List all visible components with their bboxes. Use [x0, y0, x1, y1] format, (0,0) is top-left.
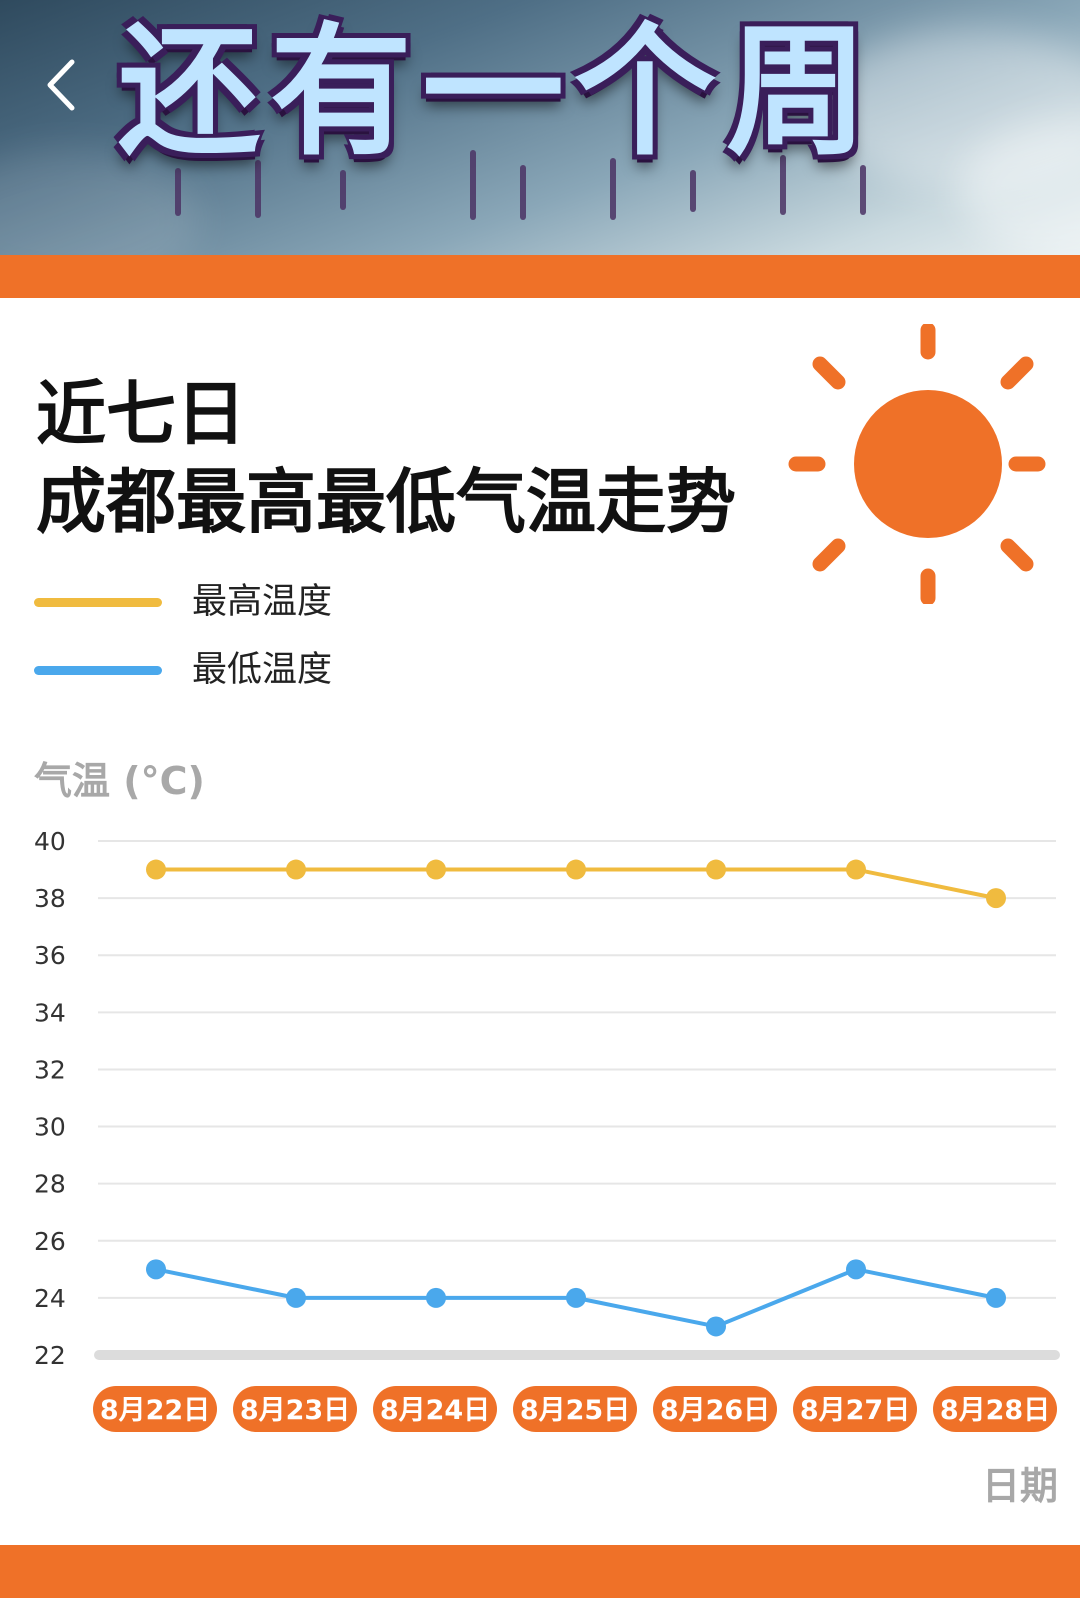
x-tick-pill — [373, 1386, 497, 1432]
y-tick-label: 40 — [34, 827, 66, 856]
x-tick-pill — [933, 1386, 1057, 1432]
data-point-high — [286, 859, 306, 880]
y-tick-label: 36 — [34, 941, 66, 970]
drip-decoration — [340, 170, 346, 210]
x-tick-pill — [513, 1386, 637, 1432]
y-tick-label: 22 — [34, 1341, 66, 1370]
x-tick-label: 8月22日 — [100, 1395, 210, 1426]
sun-icon — [788, 324, 1046, 604]
drip-decoration — [690, 170, 696, 212]
data-point-high — [846, 859, 866, 880]
drip-decoration — [610, 158, 616, 220]
series-lines — [146, 859, 1006, 1337]
drip-decoration — [780, 155, 786, 215]
orange-band-top — [0, 255, 1080, 298]
grid-lines — [94, 840, 1060, 1360]
x-tick-pill — [233, 1386, 357, 1432]
header-banner: 还有一个周 — [0, 0, 1080, 255]
x-tick-pill — [93, 1386, 217, 1432]
x-tick-pill — [653, 1386, 777, 1432]
y-tick-label: 38 — [34, 884, 66, 913]
x-tick-label: 8月28日 — [940, 1395, 1050, 1426]
y-tick-label: 32 — [34, 1055, 66, 1084]
x-tick-label: 8月24日 — [380, 1395, 490, 1426]
drip-decoration — [175, 168, 181, 216]
legend-swatch-low — [34, 666, 162, 675]
y-tick-label: 26 — [34, 1227, 66, 1256]
data-point-low — [706, 1316, 726, 1337]
x-axis-label: 日期 — [981, 1464, 1058, 1508]
drip-decoration — [470, 150, 476, 220]
x-tick-labels: 8月22日 8月23日 8月24日 8月25日 8月26日 8月27日 8月28日 — [93, 1386, 1057, 1432]
data-point-high — [706, 859, 726, 880]
drip-decoration — [255, 160, 261, 218]
x-tick-label: 8月27日 — [800, 1395, 910, 1426]
data-point-low — [426, 1287, 446, 1308]
drip-decoration — [860, 165, 866, 215]
y-tick-label: 30 — [34, 1113, 66, 1142]
data-point-high — [426, 859, 446, 880]
data-point-high — [986, 888, 1006, 909]
data-point-high — [566, 859, 586, 880]
data-point-low — [566, 1287, 586, 1308]
legend-label-low: 最低温度 — [192, 650, 333, 690]
y-tick-labels: 40 38 36 34 32 30 28 26 24 22 — [34, 827, 66, 1370]
orange-band-bottom — [0, 1545, 1080, 1598]
x-axis-baseline — [94, 1350, 1060, 1360]
line-chart: 40 38 36 34 32 30 28 26 24 22 8月22日 8月23日 8月24日 8月25… — [34, 827, 1060, 1432]
x-tick-label: 8月25日 — [520, 1395, 630, 1426]
banner-title: 还有一个周 — [118, 10, 878, 175]
data-point-high — [146, 859, 166, 880]
y-tick-label: 28 — [34, 1170, 66, 1199]
data-point-low — [146, 1259, 166, 1280]
data-point-low — [286, 1287, 306, 1308]
data-point-low — [986, 1287, 1006, 1308]
y-tick-label: 34 — [34, 998, 66, 1027]
legend-swatch-high — [34, 598, 162, 607]
page-title-line1: 近七日 — [36, 373, 246, 455]
data-point-low — [846, 1259, 866, 1280]
drip-decoration — [520, 165, 526, 220]
x-tick-pill — [793, 1386, 917, 1432]
page-title-line2: 成都最高最低气温走势 — [36, 461, 736, 543]
y-tick-label: 24 — [34, 1284, 66, 1313]
cloud-shape — [820, 30, 1080, 190]
x-tick-label: 8月26日 — [660, 1395, 770, 1426]
y-axis-label: 气温 (°C) — [34, 759, 205, 803]
chevron-left-icon[interactable] — [42, 58, 82, 112]
legend-label-high: 最高温度 — [192, 582, 333, 622]
x-tick-label: 8月23日 — [240, 1395, 350, 1426]
